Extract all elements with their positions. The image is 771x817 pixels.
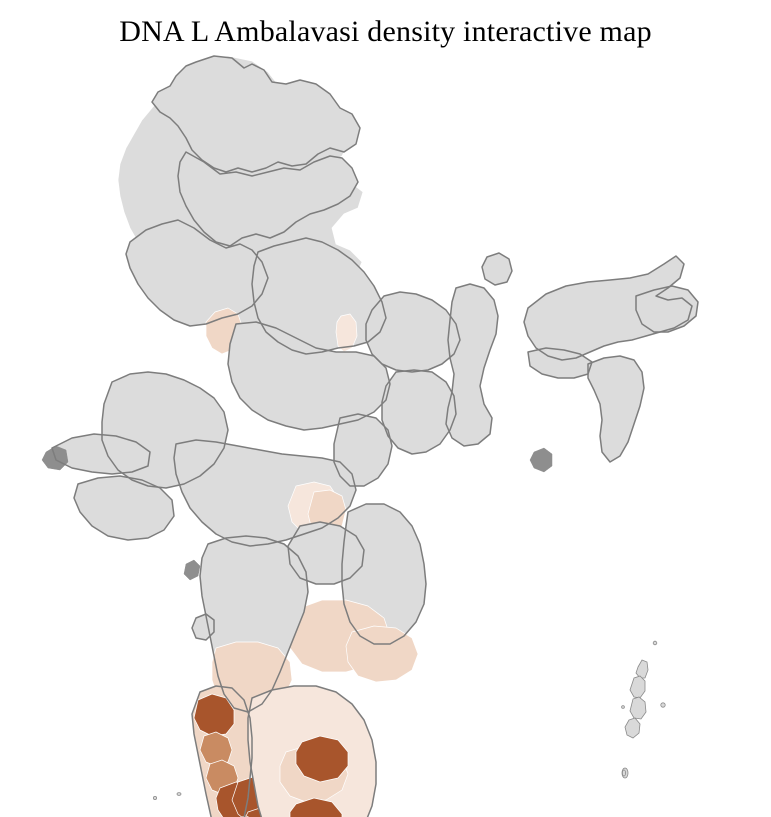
district-kozhikode[interactable] — [200, 732, 232, 766]
andaman-nicobar-islands[interactable] — [621, 640, 666, 817]
map-canvas[interactable] — [0, 52, 771, 817]
nodata-patch-sundarbans[interactable] — [529, 447, 553, 473]
district-salem-erode[interactable] — [296, 736, 348, 782]
page-title: DNA L Ambalavasi density interactive map — [119, 15, 652, 48]
india-choropleth-map[interactable] — [0, 52, 771, 817]
district-kannur-kasaragod[interactable] — [194, 694, 234, 736]
india-districts — [41, 56, 698, 817]
nodata-patch-konkan[interactable] — [183, 559, 201, 581]
lakshadweep-islands[interactable] — [152, 792, 182, 817]
district-highlight-up[interactable] — [336, 314, 357, 352]
state-boundaries — [52, 56, 698, 817]
district-highlight-ap-2[interactable] — [346, 626, 418, 682]
district-madurai[interactable] — [290, 798, 342, 817]
district-tripura-mizoram-manipur[interactable] — [588, 356, 644, 462]
